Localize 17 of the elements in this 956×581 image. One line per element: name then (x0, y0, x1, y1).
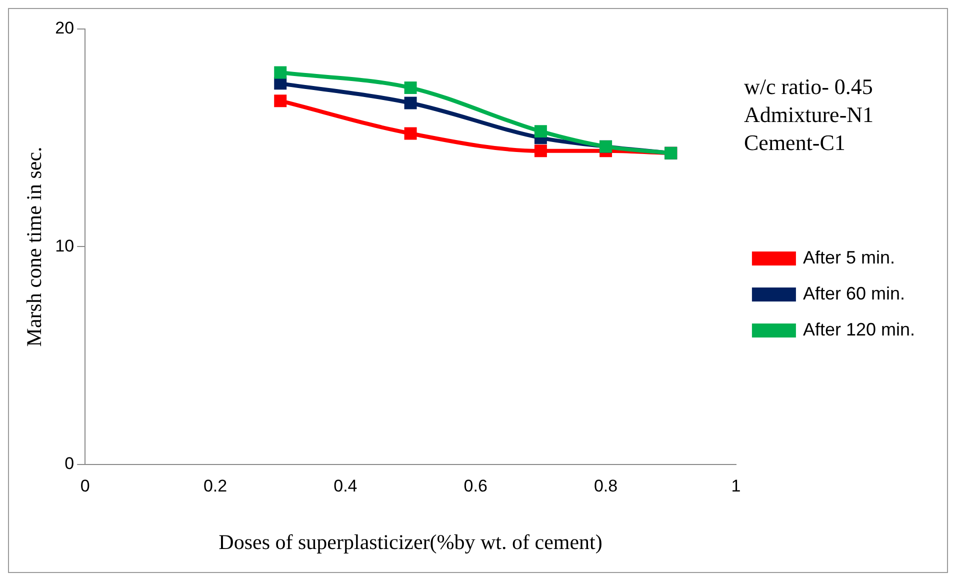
x-tick-label: 0.8 (594, 476, 618, 496)
legend-label: After 5 min. (802, 247, 895, 268)
legend-label: After 60 min. (802, 283, 905, 304)
x-axis-title: Doses of superplasticizer(%by wt. of cement) (218, 530, 602, 554)
y-tick-label: 20 (55, 18, 74, 38)
legend-label: After 120 min. (802, 319, 916, 340)
text: Cement-C1 (744, 130, 846, 155)
x-tick-label: 0.2 (203, 476, 228, 496)
y-tick-label: 10 (55, 236, 74, 256)
x-tick-label: 0.6 (464, 476, 488, 496)
y-axis-title: Marsh cone time in sec. (22, 146, 46, 347)
y-tick-label: 0 (64, 454, 74, 474)
text: Admixture-N1 (744, 102, 874, 127)
x-tick-label: 1 (731, 476, 741, 496)
text: w/c ratio- 0.45 (744, 74, 873, 99)
x-tick-label: 0 (80, 476, 90, 496)
x-tick-label: 0.4 (334, 476, 358, 496)
